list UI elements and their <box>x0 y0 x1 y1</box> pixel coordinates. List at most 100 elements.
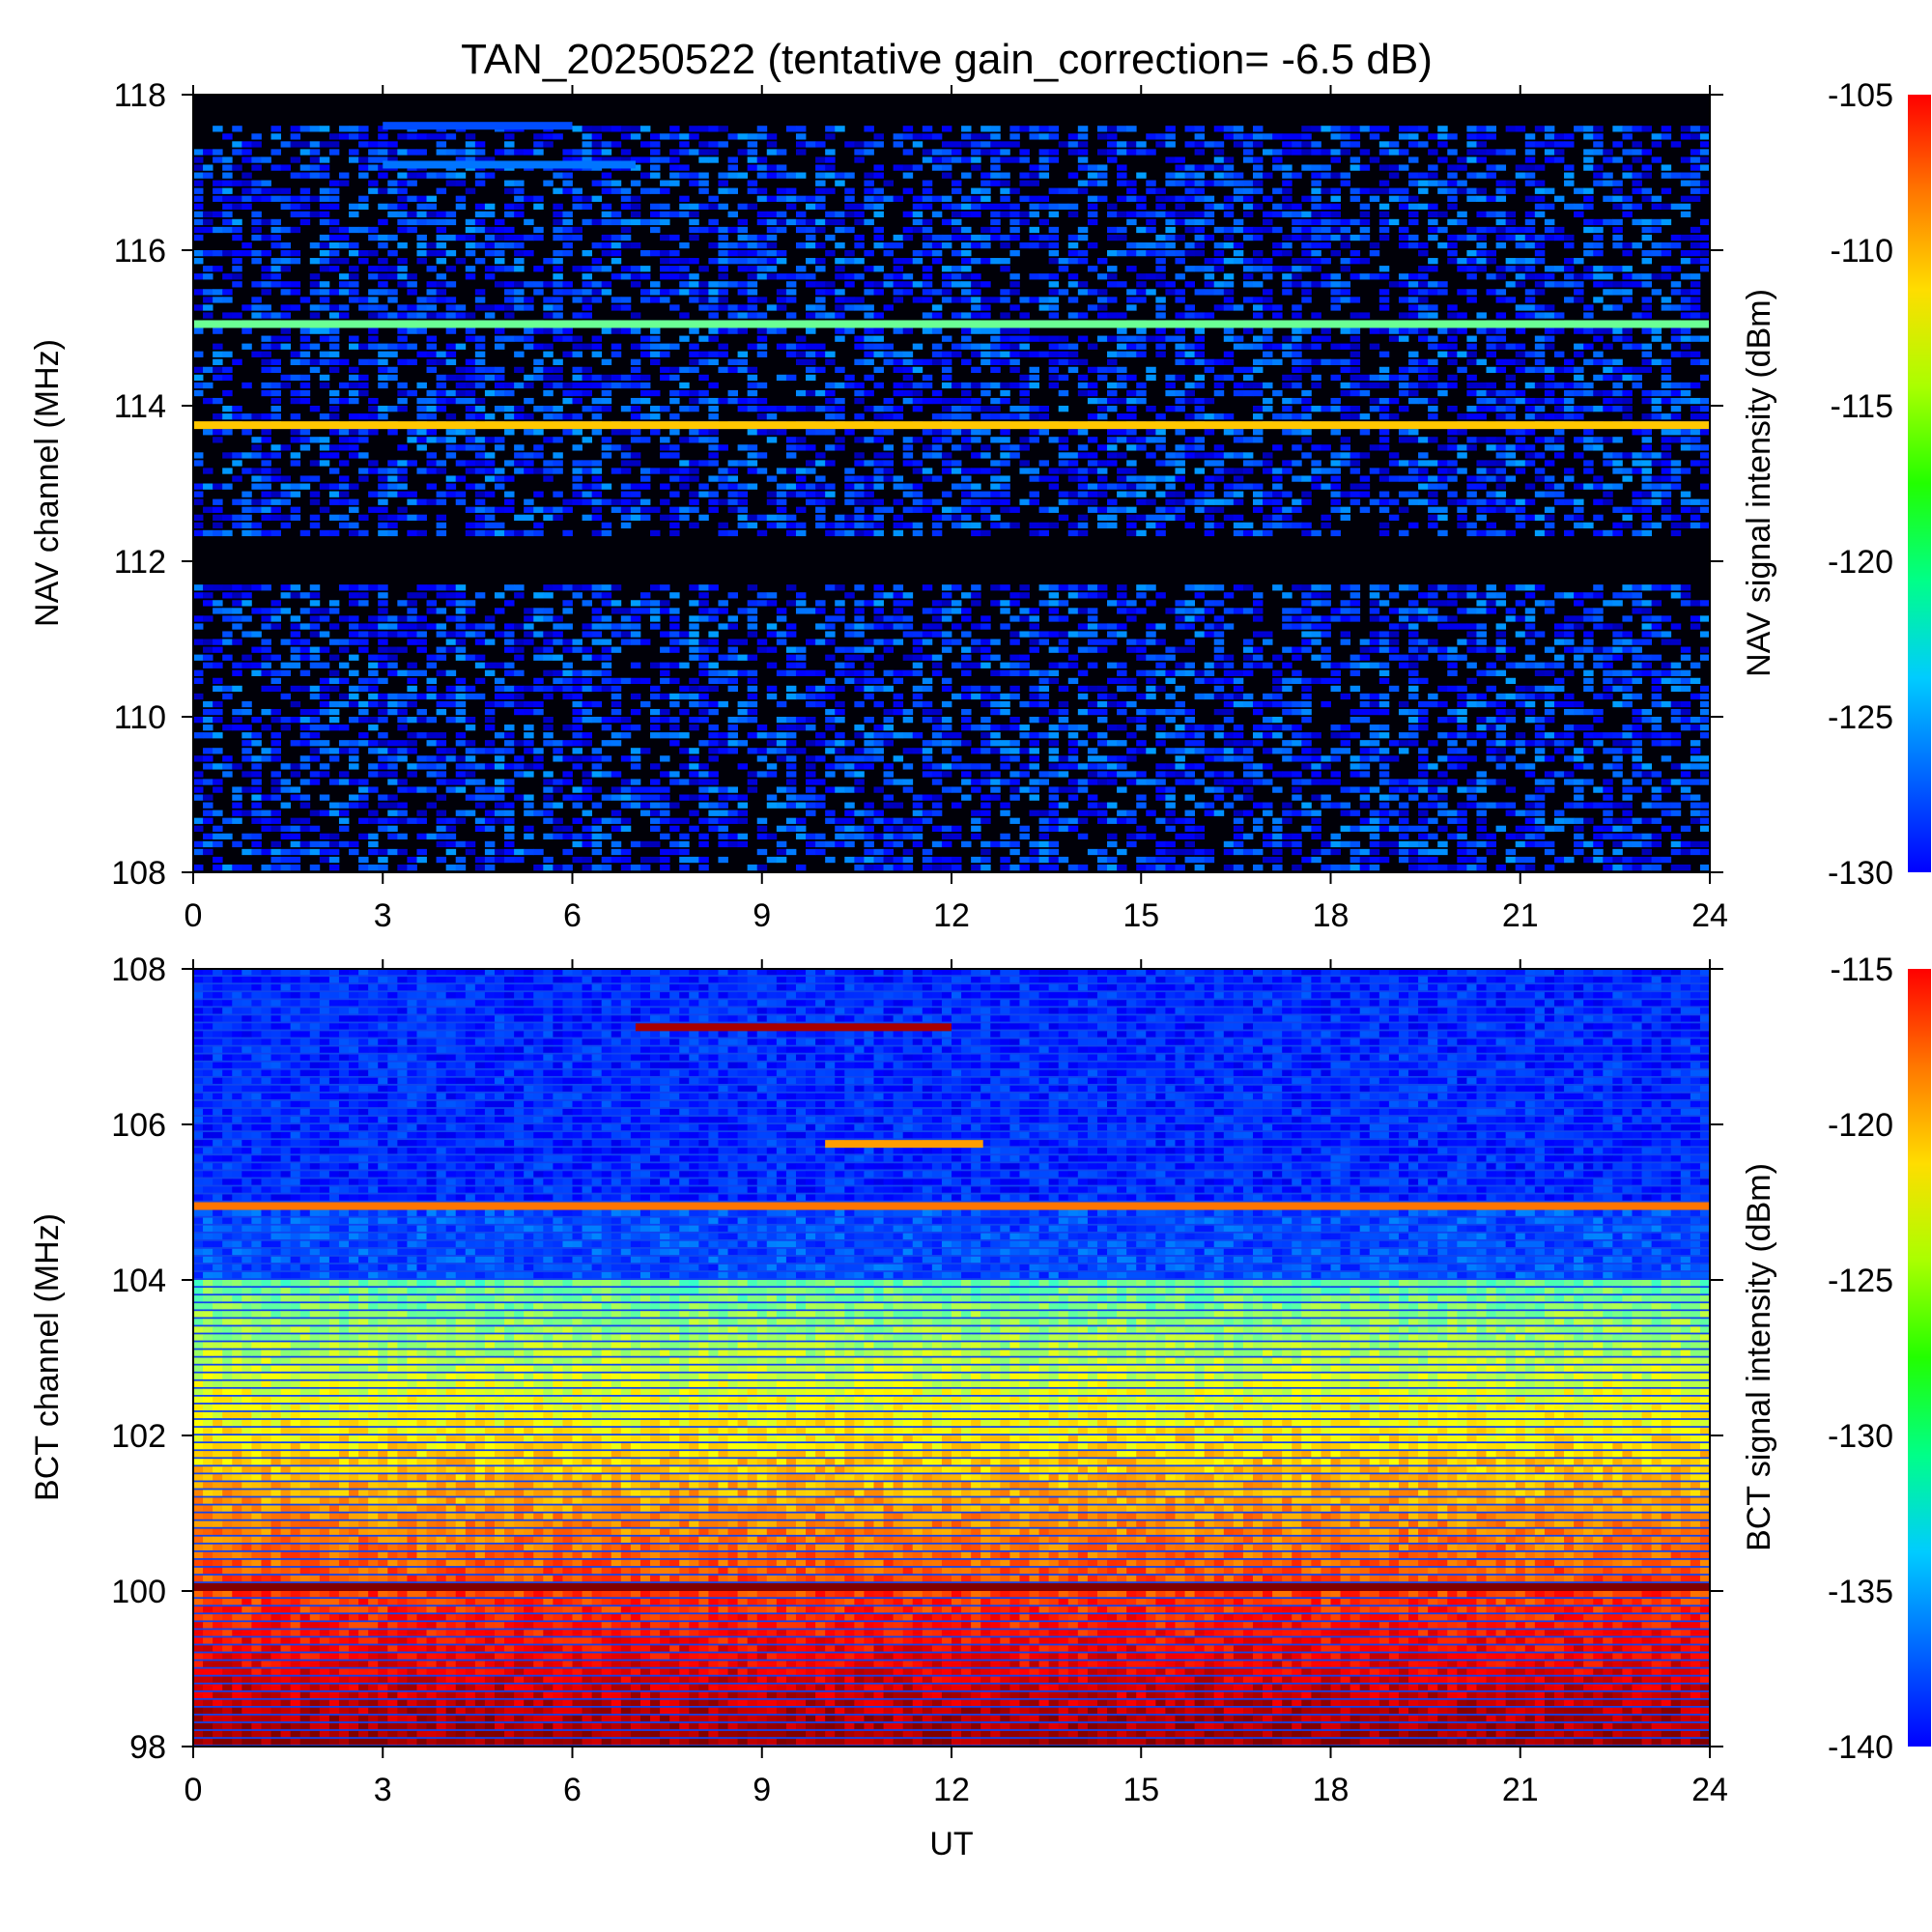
nav-heatmap-cell <box>291 865 300 870</box>
nav-heatmap-cell <box>573 686 582 692</box>
nav-heatmap-cell <box>446 826 456 832</box>
nav-heatmap-cell <box>864 678 873 684</box>
nav-heatmap-cell <box>1185 398 1195 404</box>
nav-heatmap-cell <box>1009 592 1019 598</box>
nav-heatmap-cell <box>281 663 291 668</box>
nav-heatmap-cell <box>1583 437 1593 442</box>
nav-heatmap-cell <box>1593 406 1603 412</box>
nav-heatmap-cell <box>942 763 952 769</box>
nav-heatmap-cell <box>689 655 698 661</box>
nav-heatmap-cell <box>582 499 592 505</box>
nav-heatmap-cell <box>738 818 748 824</box>
nav-heatmap-cell <box>990 732 1000 738</box>
nav-heatmap-cell <box>310 460 320 466</box>
nav-heatmap-cell <box>1496 452 1506 458</box>
nav-heatmap-cell <box>1399 740 1408 746</box>
nav-heatmap-cell <box>271 468 281 473</box>
nav-heatmap-cell <box>1311 639 1321 645</box>
nav-heatmap-cell <box>1311 810 1321 816</box>
nav-heatmap-cell <box>1263 631 1272 637</box>
nav-heatmap-cell <box>320 694 329 699</box>
nav-heatmap-cell <box>718 600 727 606</box>
nav-heatmap-cell <box>640 468 650 473</box>
nav-heatmap-cell <box>358 709 368 715</box>
nav-heatmap-cell <box>854 460 864 466</box>
nav-heatmap-cell <box>1487 507 1496 513</box>
nav-heatmap-cell <box>1642 468 1652 473</box>
nav-heatmap-cell <box>592 530 602 536</box>
nav-heatmap-cell <box>679 865 689 870</box>
nav-heatmap-cell <box>796 865 806 870</box>
nav-heatmap-cell <box>1574 755 1583 761</box>
nav-heatmap-cell <box>650 786 660 792</box>
nav-heatmap-cell <box>242 786 251 792</box>
nav-heatmap-cell <box>592 639 602 645</box>
nav-heatmap-cell <box>320 530 329 536</box>
nav-heatmap-cell <box>514 592 524 598</box>
nav-heatmap-cell <box>1019 834 1029 839</box>
nav-heatmap-cell <box>1574 663 1583 668</box>
nav-heatmap-cell <box>213 786 222 792</box>
nav-heatmap-cell <box>1506 740 1516 746</box>
nav-heatmap-cell <box>582 834 592 839</box>
nav-heatmap-cell <box>1331 460 1341 466</box>
nav-heatmap-cell <box>806 701 815 707</box>
nav-heatmap-cell <box>416 398 426 404</box>
nav-heatmap-cell <box>1000 810 1009 816</box>
nav-heatmap-cell <box>232 413 242 419</box>
nav-heatmap-cell <box>835 686 844 692</box>
nav-heatmap-cell <box>923 655 932 661</box>
nav-heatmap-cell <box>1399 584 1408 590</box>
nav-heatmap-cell <box>864 803 873 809</box>
nav-heatmap-cell <box>1214 724 1224 730</box>
nav-heatmap-cell <box>815 623 825 629</box>
nav-heatmap-cell <box>1146 484 1155 490</box>
nav-heatmap-cell <box>1253 655 1263 661</box>
nav-heatmap-cell <box>232 460 242 466</box>
nav-heatmap-cell <box>903 655 913 661</box>
nav-heatmap-cell <box>1019 398 1029 404</box>
nav-heatmap-cell <box>1496 647 1506 653</box>
nav-heatmap-cell <box>980 717 990 723</box>
nav-heatmap-cell <box>971 857 980 863</box>
nav-heatmap-cell <box>1447 592 1457 598</box>
nav-heatmap-cell <box>1205 429 1214 435</box>
nav-heatmap-cell <box>1408 499 1418 505</box>
nav-heatmap-cell <box>1234 724 1243 730</box>
nav-heatmap-cell <box>708 779 718 784</box>
nav-heatmap-cell <box>1603 678 1612 684</box>
nav-heatmap-cell <box>1214 755 1224 761</box>
nav-heatmap-cell <box>1457 849 1466 855</box>
nav-heatmap-cell <box>213 507 222 513</box>
nav-heatmap-cell <box>1399 429 1408 435</box>
nav-heatmap-cell <box>1700 724 1710 730</box>
nav-heatmap-cell <box>1282 592 1292 598</box>
nav-heatmap-cell <box>1466 779 1476 784</box>
nav-heatmap-cell <box>1000 523 1009 528</box>
nav-heatmap-cell <box>329 484 339 490</box>
nav-heatmap-cell <box>504 857 514 863</box>
nav-heatmap-cell <box>864 865 873 870</box>
nav-heatmap-cell <box>1681 523 1690 528</box>
nav-heatmap-cell <box>1583 841 1593 847</box>
nav-heatmap-cell <box>1019 763 1029 769</box>
nav-heatmap-cell <box>1253 771 1263 777</box>
nav-heatmap-cell <box>854 515 864 521</box>
nav-heatmap-cell <box>698 701 708 707</box>
nav-heatmap-cell <box>1350 810 1360 816</box>
nav-heatmap-cell <box>1525 834 1535 839</box>
nav-heatmap-cell <box>358 452 368 458</box>
nav-heatmap-cell <box>251 795 261 801</box>
nav-heatmap-cell <box>1175 663 1184 668</box>
nav-heatmap-cell <box>1282 803 1292 809</box>
nav-heatmap-cell <box>553 584 562 590</box>
nav-heatmap-cell <box>310 608 320 613</box>
nav-heatmap-cell <box>456 608 466 613</box>
nav-heatmap-cell <box>815 608 825 613</box>
nav-heatmap-cell <box>708 732 718 738</box>
nav-heatmap-cell <box>232 515 242 521</box>
nav-heatmap-cell <box>1175 779 1184 784</box>
nav-heatmap-cell <box>1574 701 1583 707</box>
nav-heatmap-cell <box>942 740 952 746</box>
nav-heatmap-cell <box>1195 608 1205 613</box>
